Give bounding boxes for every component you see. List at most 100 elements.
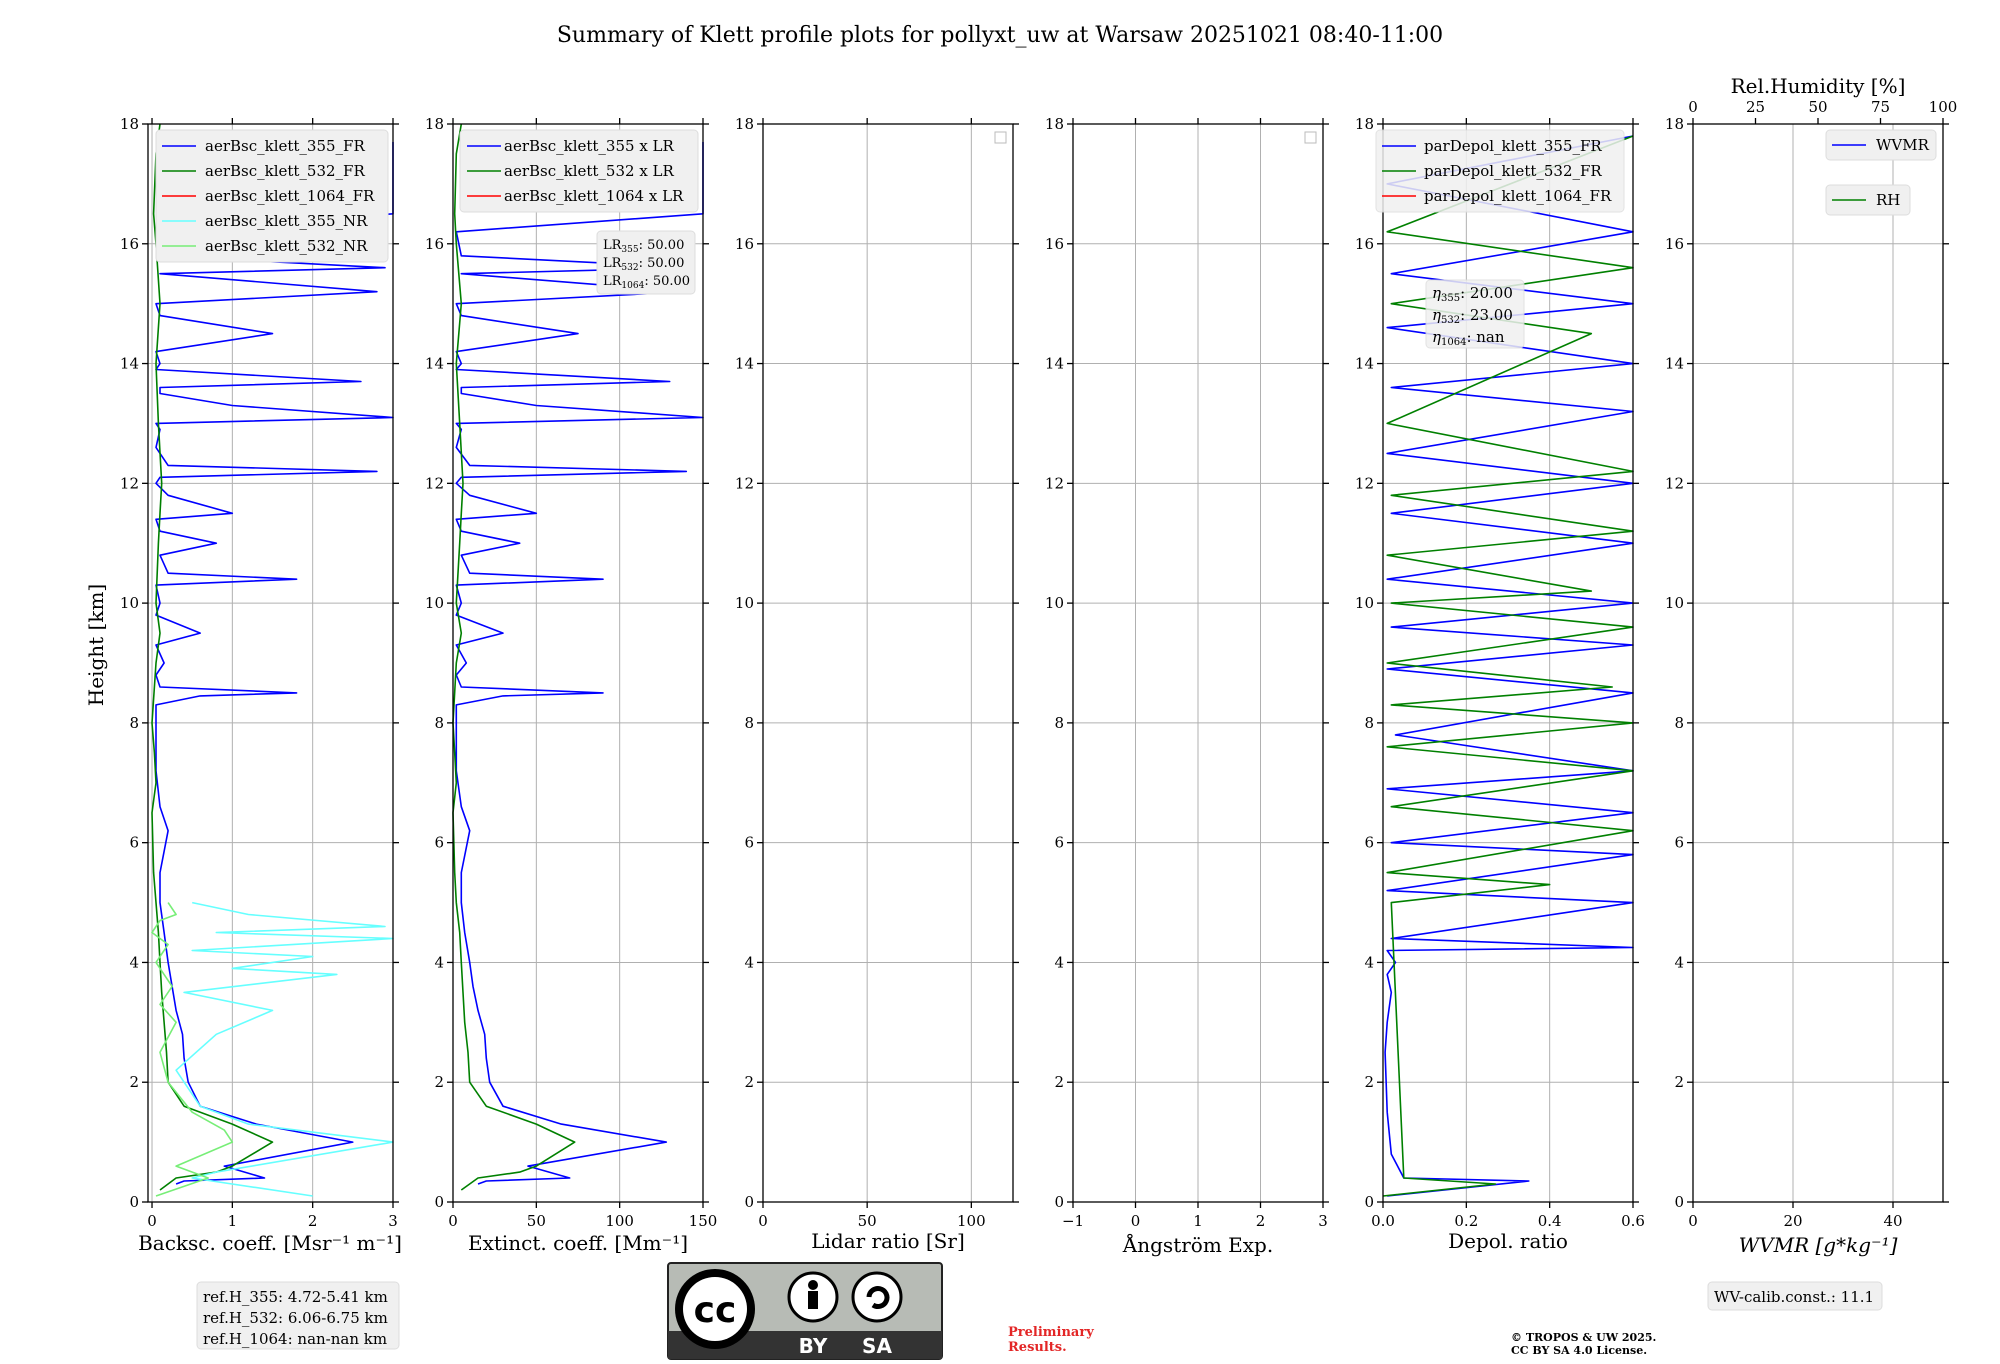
- panel-angstrom-xlabel: Ångström Exp.: [1122, 1232, 1273, 1257]
- legend-label-532: aerBsc_klett_532 x LR: [504, 162, 675, 180]
- sa-arrow-icon: [866, 1286, 890, 1309]
- y-tick-label: 16: [1355, 235, 1374, 253]
- y-tick-label: 4: [744, 953, 754, 971]
- x-tick-label: 1: [1193, 1212, 1203, 1230]
- y-tick-label: 8: [434, 714, 444, 732]
- y-tick-label: 10: [1665, 594, 1684, 612]
- x-tick-label: 50: [858, 1212, 877, 1230]
- y-tick-label: 10: [120, 594, 139, 612]
- panel-lidar-ratio-xlabel: Lidar ratio [Sr]: [811, 1229, 965, 1253]
- panel-wvmr-top-label: Rel.Humidity [%]: [1731, 74, 1906, 98]
- ref-h-532: ref.H_532: 6.06-6.75 km: [203, 1309, 388, 1327]
- panel-backscatter-frame: [147, 123, 394, 1203]
- x-tick-label: 0.4: [1538, 1212, 1562, 1230]
- series-line-aerbsc-klett-532-x-lr: [452, 123, 576, 1191]
- lidar-ratio-annotation: LR355: 50.00 LR532: 50.00 LR1064: 50.00: [596, 230, 696, 295]
- y-tick-label: 12: [425, 474, 444, 492]
- x-tick-label: −1: [1062, 1212, 1084, 1230]
- y-tick-label: 2: [744, 1073, 754, 1091]
- y-tick-label: 16: [425, 235, 444, 253]
- y-tick-label: 18: [425, 115, 444, 133]
- series-line-pardepol-klett-355-fr: [1384, 135, 1634, 1197]
- y-axis-label: Height [km]: [84, 584, 108, 706]
- panel-depolarization-lines: [1382, 135, 1634, 1197]
- panel-extinction-legend: aerBsc_klett_355 x LR aerBsc_klett_532 x…: [459, 129, 699, 213]
- y-tick-label: 16: [1045, 235, 1064, 253]
- y-tick-label: 2: [1364, 1073, 1374, 1091]
- cc-sa-text: SA: [862, 1334, 892, 1358]
- x-tick-label: 0: [448, 1212, 458, 1230]
- y-tick-label: 16: [735, 235, 754, 253]
- copyright-line-1: © TROPOS & UW 2025.: [1511, 1331, 1656, 1344]
- y-tick-label: 6: [129, 834, 139, 852]
- y-tick-label: 10: [1045, 594, 1064, 612]
- x-tick-label: 50: [527, 1212, 546, 1230]
- y-tick-label: 2: [1054, 1073, 1064, 1091]
- panel-backscatter-xlabel: Backsc. coeff. [Msr⁻¹ m⁻¹]: [138, 1231, 402, 1255]
- y-tick-label: 4: [434, 953, 444, 971]
- legend-label-355-nr: aerBsc_klett_355_NR: [205, 212, 368, 230]
- x-tick-label: 0: [147, 1212, 157, 1230]
- legend-label-1064-fr: aerBsc_klett_1064_FR: [205, 187, 375, 205]
- reference-height-info: ref.H_355: 4.72-5.41 km ref.H_532: 6.06-…: [196, 1281, 400, 1350]
- legend-frame: [1375, 129, 1625, 213]
- y-tick-label: 12: [120, 474, 139, 492]
- legend-label-rh: RH: [1876, 191, 1900, 209]
- copyright-line-2: CC BY SA 4.0 License.: [1511, 1344, 1647, 1357]
- empty-legend-box: [994, 131, 1007, 144]
- y-tick-label: 18: [120, 115, 139, 133]
- reference-height-box: [196, 1281, 400, 1350]
- series-line-aerbsc-klett-532-fr: [151, 123, 274, 1191]
- y-tick-label: 10: [1355, 594, 1374, 612]
- y-tick-label: 4: [1054, 953, 1064, 971]
- lidar-ratio-box: [596, 230, 696, 295]
- y-tick-label: 10: [425, 594, 444, 612]
- y-tick-label: 14: [735, 355, 754, 373]
- legend-label-355: parDepol_klett_355_FR: [1424, 137, 1602, 155]
- panel-lidar-ratio: 0 2 4 6 8 10 12 14 16 18 0 50 100 Lidar ratio [Sr]: [735, 115, 1019, 1253]
- series-line-aerbsc-klett-355-x-lr: [455, 142, 704, 1185]
- top-tick-label: 25: [1746, 98, 1765, 116]
- y-tick-label: 6: [434, 834, 444, 852]
- legend-label-1064: aerBsc_klett_1064 x LR: [504, 187, 684, 205]
- lr-1064-text: LR1064: 50.00: [603, 274, 690, 291]
- panel-wvmr-frame: [1692, 123, 1944, 1203]
- panel-extinction: 0 2 4 6 8 10 12 14 16 18 0 50 100 150 Extinct. coeff.…: [425, 115, 717, 1255]
- x-tick-label: 0.0: [1371, 1212, 1395, 1230]
- x-tick-label: 100: [605, 1212, 634, 1230]
- legend-label-532-nr: aerBsc_klett_532_NR: [205, 237, 368, 255]
- y-tick-label: 16: [1665, 235, 1684, 253]
- x-tick-label: 2: [308, 1212, 318, 1230]
- y-tick-label: 0: [129, 1193, 139, 1211]
- panel-depolarization-xlabel: Depol. ratio: [1448, 1229, 1568, 1253]
- y-tick-label: 14: [1665, 355, 1684, 373]
- wv-calibration-box: [1707, 1281, 1883, 1311]
- legend-label-532: parDepol_klett_532_FR: [1424, 162, 1602, 180]
- top-tick-label: 50: [1808, 98, 1827, 116]
- panel-extinction-ticks: 0 2 4 6 8 10 12 14 16 18 0 50 100 150: [425, 115, 717, 1230]
- series-line-aerbsc-klett-532-nr: [151, 902, 234, 1197]
- y-tick-label: 12: [735, 474, 754, 492]
- y-tick-label: 18: [1665, 115, 1684, 133]
- y-tick-label: 8: [1364, 714, 1374, 732]
- y-tick-label: 6: [1054, 834, 1064, 852]
- eta-box: [1425, 279, 1525, 349]
- wv-calibration-info: WV-calib.const.: 11.1: [1707, 1281, 1883, 1311]
- x-tick-label: 2: [1256, 1212, 1266, 1230]
- cc-letters: cc: [694, 1290, 737, 1331]
- y-tick-label: 8: [1054, 714, 1064, 732]
- x-tick-label: 0: [758, 1212, 768, 1230]
- x-tick-label: 0: [1131, 1212, 1141, 1230]
- x-tick-label: 3: [1318, 1212, 1328, 1230]
- legend-label-355: aerBsc_klett_355 x LR: [504, 137, 675, 155]
- top-tick-label: 75: [1871, 98, 1890, 116]
- y-tick-label: 18: [1045, 115, 1064, 133]
- y-tick-label: 4: [1674, 953, 1684, 971]
- panel-wvmr-xlabel: WVMR [g*kg⁻¹]: [1739, 1233, 1898, 1257]
- panel-lidar-ratio-ticks: 0 2 4 6 8 10 12 14 16 18 0 50 100: [735, 115, 1019, 1230]
